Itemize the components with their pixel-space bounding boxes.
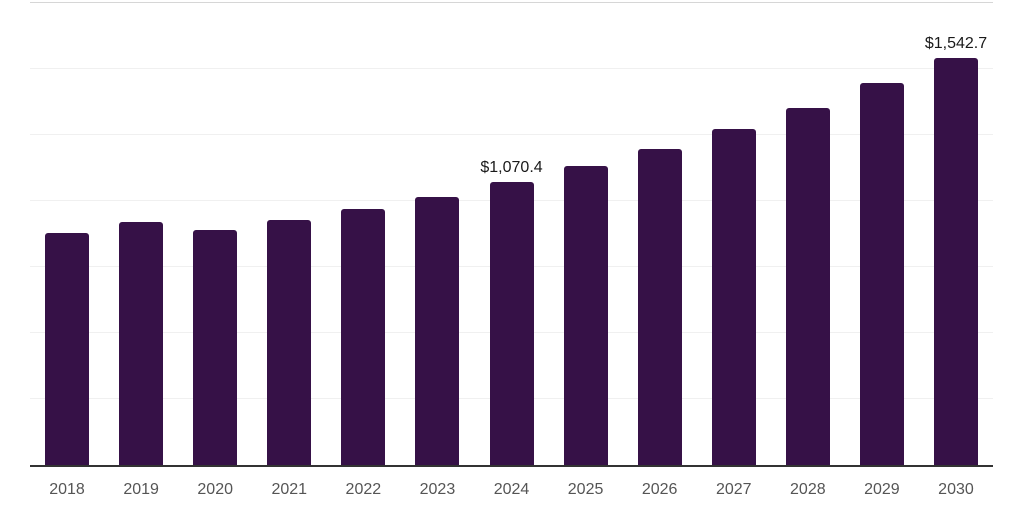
bar-slot-2027: [697, 3, 771, 465]
x-tick-2019: 2019: [123, 481, 159, 498]
bar-2021: [267, 220, 312, 465]
gridline-1750: [30, 2, 993, 3]
x-tick-2020: 2020: [197, 481, 233, 498]
bars-container: $1,070.4 $1,542.7: [30, 3, 993, 465]
bar-slot-2019: [104, 3, 178, 465]
data-label-2024: $1,070.4: [480, 159, 543, 177]
bar-slot-2018: [30, 3, 104, 465]
x-tick-2026: 2026: [641, 481, 678, 498]
bar-2022: [341, 209, 386, 465]
bar-2024: [489, 182, 534, 465]
bar-2025: [563, 166, 608, 465]
bar-2020: [193, 230, 238, 465]
bar-slot-2024: $1,070.4: [474, 3, 548, 465]
bar-2023: [415, 196, 460, 465]
x-tick-2030: 2030: [938, 481, 974, 498]
data-label-2030: $1,542.7: [924, 34, 988, 52]
bar-slot-2023: [400, 3, 474, 465]
x-tick-2028: 2028: [790, 481, 826, 498]
plot-area: $1,070.4 $1,542.7: [30, 2, 993, 467]
bar-2028: [785, 107, 830, 465]
x-tick-2021: 2021: [271, 481, 308, 498]
bar-slot-2020: [178, 3, 252, 465]
bar-2026: [637, 149, 682, 465]
x-axis-ticks: 2018 2019 2020 2021 2022 2023 2024 2025 2026 2027…: [30, 481, 993, 499]
bar-slot-2022: [326, 3, 400, 465]
bar-slot-2030: $1,542.7: [919, 3, 993, 465]
bar-2027: [711, 128, 756, 465]
x-tick-2023: 2023: [419, 481, 456, 498]
bar-slot-2025: [549, 3, 623, 465]
x-tick-2022: 2022: [345, 481, 382, 498]
bar-2030: [933, 57, 978, 465]
x-tick-2029: 2029: [864, 481, 900, 498]
x-tick-2024: 2024: [493, 481, 530, 498]
bar-slot-2026: [623, 3, 697, 465]
bar-2019: [119, 222, 164, 465]
gridline-1500: [30, 68, 993, 69]
x-tick-2025: 2025: [567, 481, 604, 498]
x-tick-2018: 2018: [49, 481, 85, 498]
gridline-1250: [30, 134, 993, 135]
bar-2029: [859, 82, 904, 465]
bar-slot-2028: [771, 3, 845, 465]
bar-slot-2021: [252, 3, 326, 465]
bar-2018: [45, 233, 90, 465]
x-tick-2027: 2027: [715, 481, 752, 498]
bar-slot-2029: [845, 3, 919, 465]
